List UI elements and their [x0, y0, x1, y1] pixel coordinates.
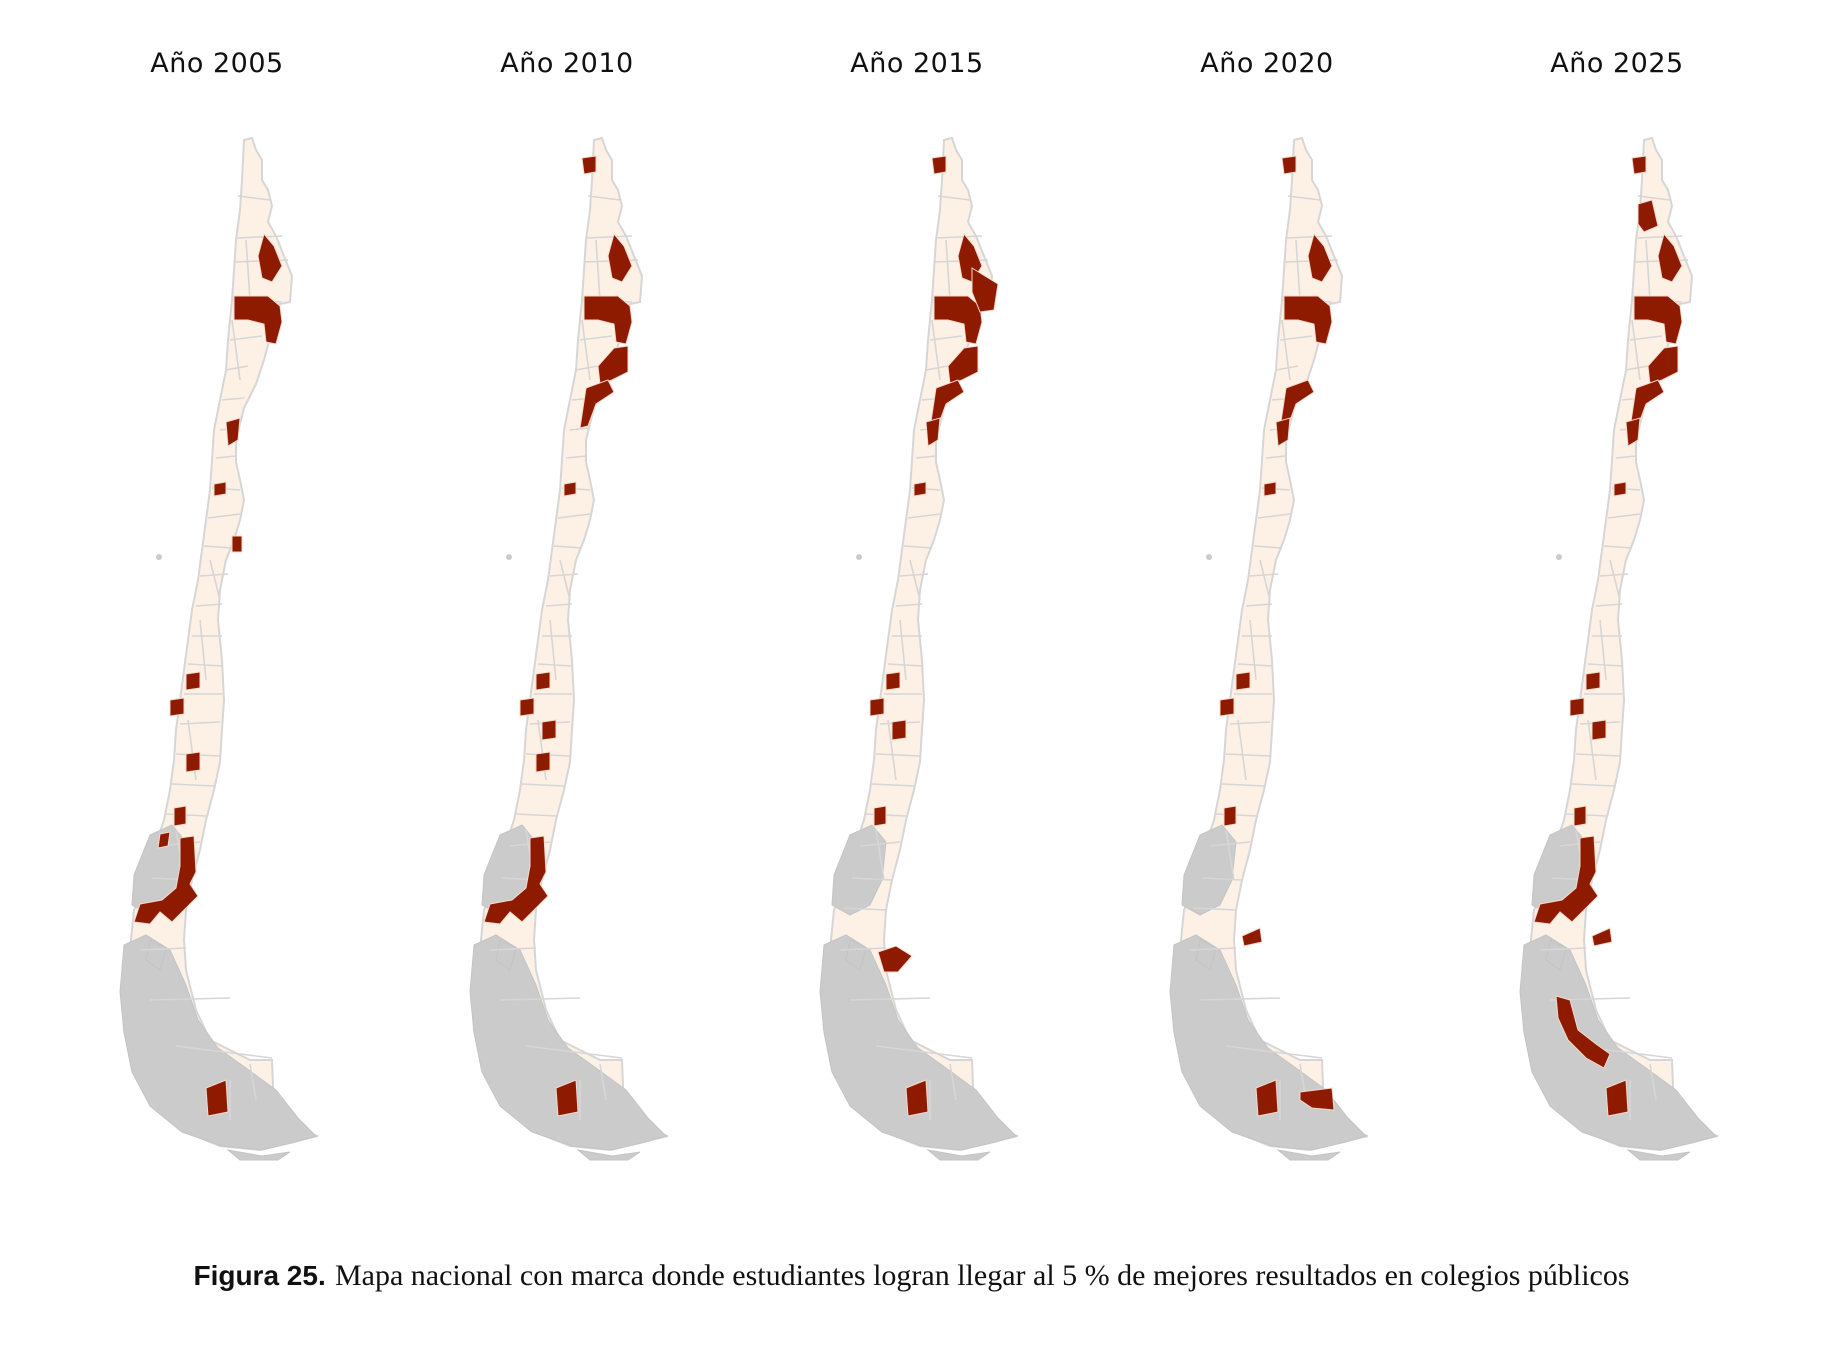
southern-islands [576, 1149, 641, 1161]
highlighted-comuna [169, 697, 185, 717]
highlighted-comuna [1591, 927, 1613, 947]
highlighted-comuna [891, 719, 907, 741]
highlighted-comuna [877, 945, 913, 973]
map-panel-5 [1519, 136, 1719, 1161]
highlighted-comuna [483, 835, 549, 925]
highlighted-comuna [933, 295, 983, 345]
highlighted-comuna [1657, 232, 1683, 283]
highlighted-comuna [133, 835, 199, 925]
highlighted-comuna [1219, 697, 1235, 717]
southern-islands [819, 934, 1017, 1151]
islet [856, 554, 862, 560]
highlighted-comuna [231, 535, 243, 553]
highlighted-comuna [225, 417, 241, 447]
southern-islands [1545, 939, 1567, 971]
highlighted-comuna [185, 751, 201, 773]
chile-maps [119, 136, 1719, 1161]
highlighted-comuna [1533, 835, 1599, 925]
panel-title-2020: Año 2020 [1200, 48, 1334, 79]
panel-title-2005: Año 2005 [150, 48, 284, 79]
highlighted-comuna [1241, 927, 1263, 947]
highlighted-comuna [947, 345, 979, 385]
southern-islands [145, 939, 167, 971]
southern-islands [1626, 1149, 1691, 1161]
highlighted-comuna [971, 267, 999, 313]
highlighted-comuna [1235, 671, 1251, 691]
highlighted-comuna [205, 1079, 229, 1117]
highlighted-comuna [157, 831, 171, 849]
southern-islands [926, 1149, 991, 1161]
highlighted-comuna [1631, 155, 1647, 175]
highlighted-comuna [1605, 1079, 1629, 1117]
southern-islands [845, 939, 867, 971]
southern-islands [226, 1149, 291, 1161]
figure-caption: Figura 25. Mapa nacional con marca donde… [0, 1258, 1823, 1293]
panel-title-2015: Año 2015 [850, 48, 984, 79]
highlighted-comuna [913, 481, 927, 497]
highlighted-comuna [1223, 805, 1237, 827]
southern-islands [1169, 934, 1367, 1151]
highlighted-comuna [1637, 199, 1659, 233]
highlighted-comuna [925, 417, 941, 447]
highlighted-comuna [1281, 155, 1297, 175]
islet [506, 554, 512, 560]
highlighted-comuna [905, 1079, 929, 1117]
islet [1556, 554, 1562, 560]
highlighted-comuna [1625, 417, 1641, 447]
map-panel-1 [119, 136, 319, 1161]
highlighted-comuna [931, 155, 947, 175]
highlighted-comuna [885, 671, 901, 691]
highlighted-comuna [233, 295, 283, 345]
southern-islands [495, 939, 517, 971]
highlighted-comuna [519, 697, 535, 717]
highlighted-comuna [563, 481, 577, 497]
map-panel-3 [819, 136, 1019, 1161]
map-panel-4 [1169, 136, 1369, 1161]
highlighted-comuna [1633, 295, 1683, 345]
southern-islands [1276, 1149, 1341, 1161]
highlighted-comuna [1255, 1079, 1279, 1117]
caption-text: Mapa nacional con marca donde estudiante… [334, 1259, 1630, 1292]
map-panel-2 [469, 136, 669, 1161]
highlighted-comuna [873, 805, 887, 827]
highlighted-comuna [579, 379, 615, 429]
highlighted-comuna [1573, 805, 1587, 827]
highlighted-comuna [607, 232, 633, 283]
highlighted-comuna [541, 719, 557, 741]
highlighted-comuna [1299, 1087, 1335, 1111]
islet [1206, 554, 1212, 560]
highlighted-comuna [1307, 232, 1333, 283]
highlighted-comuna [597, 345, 629, 385]
highlighted-comuna [257, 232, 283, 283]
highlighted-comuna [1585, 671, 1601, 691]
highlighted-comuna [535, 671, 551, 691]
highlighted-comuna [185, 671, 201, 691]
highlighted-comuna [869, 697, 885, 717]
panel-title-2025: Año 2025 [1550, 48, 1684, 79]
highlighted-comuna [583, 295, 633, 345]
highlighted-comuna [1275, 417, 1291, 447]
highlighted-comuna [581, 155, 597, 175]
highlighted-comuna [555, 1079, 579, 1117]
highlighted-comuna [1263, 481, 1277, 497]
highlighted-comuna [173, 805, 187, 827]
islet [156, 554, 162, 560]
highlighted-comuna [213, 481, 227, 497]
panel-title-2010: Año 2010 [500, 48, 634, 79]
highlighted-comuna [1283, 295, 1333, 345]
highlighted-comuna [1569, 697, 1585, 717]
southern-islands [1519, 934, 1717, 1151]
highlighted-comuna [1647, 345, 1679, 385]
caption-label: Figura 25. [193, 1260, 326, 1291]
southern-islands [469, 934, 667, 1151]
highlighted-comuna [1591, 719, 1607, 741]
southern-islands [119, 934, 317, 1151]
highlighted-comuna [1555, 995, 1611, 1069]
southern-islands [1195, 939, 1217, 971]
highlighted-comuna [1613, 481, 1627, 497]
highlighted-comuna [535, 751, 551, 773]
